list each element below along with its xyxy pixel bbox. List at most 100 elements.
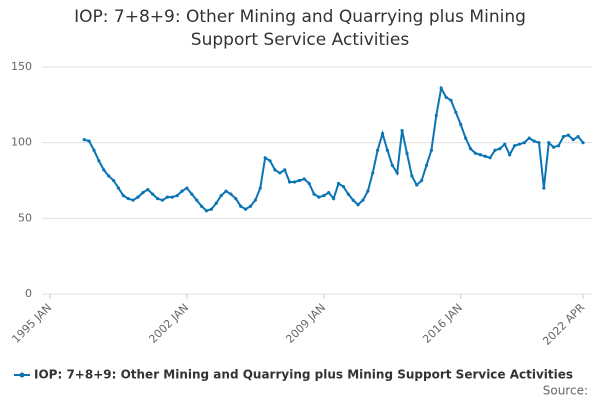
chart-title: IOP: 7+8+9: Other Mining and Quarrying p… [74,7,526,50]
data-point [278,171,282,175]
data-point [297,178,301,183]
data-point [229,192,233,196]
data-point [473,151,478,155]
data-point [224,189,228,193]
data-point [454,110,458,114]
y-tick-label: 150 [11,60,32,73]
data-point [468,147,473,151]
data-point [283,168,287,172]
data-point [434,113,438,118]
source-label: Source: [543,384,588,398]
data-point [556,144,561,148]
data-point [136,195,140,199]
data-point [429,148,434,152]
data-point [116,186,121,190]
data-point [87,139,91,143]
data-point [219,194,223,198]
data-point [493,148,497,152]
data-point [102,168,106,172]
x-tick-label: 2009 JAN [283,301,328,346]
data-point [444,95,448,99]
legend-label: IOP: 7+8+9: Other Mining and Quarrying p… [34,368,573,382]
data-point [371,171,375,175]
data-point [527,136,531,140]
data-point [341,184,345,189]
data-point [351,198,355,202]
data-point [459,122,463,127]
data-point [420,178,424,183]
data-point [111,178,116,183]
data-point [185,186,189,190]
data-point [532,139,536,143]
data-point [312,192,316,196]
data-point [517,142,522,146]
data-point [292,180,297,184]
data-point [190,192,194,196]
data-point [410,174,414,178]
data-point [566,133,570,137]
data-point [97,159,101,163]
x-tick-label: 1995 JAN [9,301,54,346]
data-point [160,198,165,202]
data-point [395,171,399,175]
data-point [92,148,96,152]
data-point [332,197,336,201]
data-point [151,192,155,196]
data-point [415,183,419,187]
data-point [131,198,135,202]
data-point [307,181,311,186]
data-point [512,144,517,148]
data-point [273,168,277,172]
data-point [508,153,512,157]
data-point [503,142,507,146]
data-point [175,194,179,198]
data-point [478,153,482,157]
legend-marker [19,372,25,378]
y-tick-label: 100 [11,136,32,149]
data-point [581,141,585,145]
data-point [214,201,218,205]
data-point [542,186,546,190]
data-point [121,194,125,198]
data-point [263,156,267,160]
data-point [322,194,326,198]
data-point [302,177,306,181]
data-point [288,180,292,184]
data-point [576,135,580,139]
y-tick-label: 0 [25,287,32,300]
data-point [571,138,575,142]
data-point [170,195,174,199]
data-point [209,207,213,211]
x-tick-label: 2002 JAN [146,301,191,346]
y-tick-label: 50 [18,211,32,224]
data-point [234,197,238,201]
data-point [366,189,370,193]
data-point [141,191,145,195]
data-point [253,198,257,202]
data-point [390,163,394,167]
data-point [317,195,321,199]
data-point [376,148,380,152]
x-tick-label: 2022 APR [540,301,587,348]
data-point [385,148,390,152]
data-point [552,145,556,149]
data-point [239,204,243,208]
data-point [547,141,551,145]
data-point [449,98,453,102]
data-point [424,163,429,167]
data-point [107,174,111,178]
data-point [126,197,130,201]
data-point [204,209,209,213]
data-point [146,187,150,192]
data-point [243,207,248,211]
data-point [346,192,350,196]
data-point [561,135,566,139]
data-point [356,203,360,207]
data-point [336,181,341,186]
data-line [83,85,584,212]
data-point [483,154,487,158]
data-point [405,151,409,155]
x-tick-label: 2016 JAN [420,301,465,346]
